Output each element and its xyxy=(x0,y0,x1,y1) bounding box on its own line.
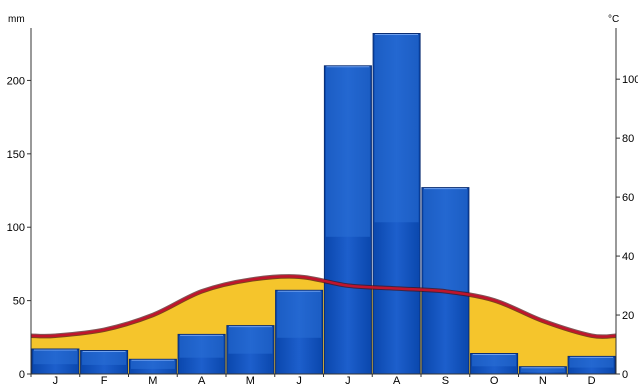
bar-A xyxy=(177,333,226,375)
bar-gloss xyxy=(374,35,419,223)
right-tick-label: 60 xyxy=(622,192,634,204)
bar-gloss xyxy=(130,360,175,369)
temperature-curve xyxy=(30,274,617,340)
bar-N xyxy=(518,366,567,375)
left-tick-label: 50 xyxy=(13,296,25,308)
month-label: N xyxy=(539,375,547,385)
bar-A xyxy=(372,33,421,375)
month-label: M xyxy=(148,375,157,385)
bar-O xyxy=(470,353,519,375)
right-tick-label: 20 xyxy=(622,310,634,322)
bar-gloss xyxy=(520,368,565,373)
bar-J xyxy=(31,348,80,375)
month-label: S xyxy=(442,375,449,385)
month-label: O xyxy=(490,375,499,385)
bar-J xyxy=(275,289,324,375)
month-label: D xyxy=(588,375,596,385)
tick-labels: 0 50 100 150 200 0 20 40 60 80 100 J F M A M J J A S O N D xyxy=(7,74,638,385)
bar-gloss xyxy=(277,291,322,338)
month-label: F xyxy=(101,375,108,385)
right-tick-label: 0 xyxy=(622,369,628,381)
bar-gloss xyxy=(472,355,517,367)
bar-gloss xyxy=(423,189,468,292)
bar-gloss xyxy=(179,335,224,358)
month-label: J xyxy=(345,375,351,385)
month-label: J xyxy=(53,375,59,385)
bar-gloss xyxy=(82,352,127,365)
left-axis-unit: mm xyxy=(8,14,25,25)
temperature-band xyxy=(31,276,616,374)
month-label: J xyxy=(296,375,302,385)
bar-J xyxy=(323,65,372,375)
left-tick-label: 150 xyxy=(7,149,25,161)
left-tick-label: 200 xyxy=(7,75,25,87)
right-tick-label: 100 xyxy=(622,74,638,86)
bar-F xyxy=(80,350,129,375)
bar-gloss xyxy=(228,327,273,354)
left-tick-label: 0 xyxy=(19,369,25,381)
temperature-band-area xyxy=(31,276,616,374)
right-axis-unit: °C xyxy=(608,14,619,25)
bar-D xyxy=(567,355,616,375)
right-tick-label: 80 xyxy=(622,133,634,145)
right-tick-label: 40 xyxy=(622,251,634,263)
left-tick-label: 100 xyxy=(7,222,25,234)
month-label: A xyxy=(393,375,401,385)
month-label: A xyxy=(198,375,206,385)
bar-gloss xyxy=(33,350,78,365)
bar-gloss xyxy=(325,67,370,237)
bar-M xyxy=(128,358,177,375)
bar-gloss xyxy=(569,357,614,368)
temperature-curve-line xyxy=(30,275,617,339)
precipitation-bars xyxy=(31,33,616,375)
axes xyxy=(27,28,620,377)
month-label: M xyxy=(246,375,255,385)
bar-S xyxy=(421,187,470,375)
bar-M xyxy=(226,325,275,375)
